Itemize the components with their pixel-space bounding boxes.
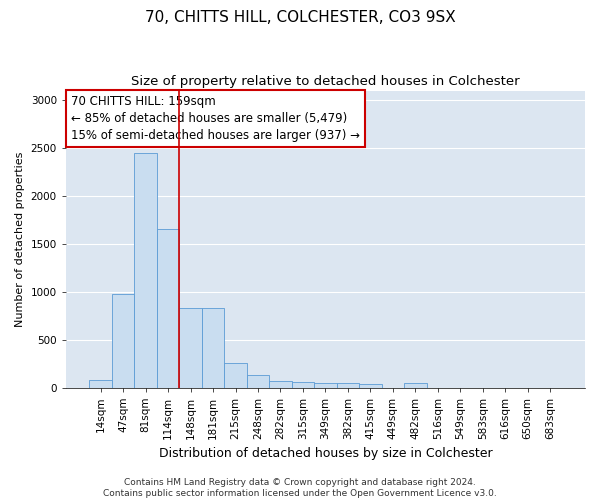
Bar [134,153,157,388]
Bar [89,380,112,388]
Bar [269,382,292,388]
Bar [224,363,247,388]
Title: Size of property relative to detached houses in Colchester: Size of property relative to detached ho… [131,75,520,88]
Y-axis label: Number of detached properties: Number of detached properties [15,152,25,326]
Bar [179,308,202,388]
Bar [314,382,337,388]
Bar [359,384,382,388]
Bar [202,308,224,388]
Bar [404,382,427,388]
Text: Contains HM Land Registry data © Crown copyright and database right 2024.
Contai: Contains HM Land Registry data © Crown c… [103,478,497,498]
X-axis label: Distribution of detached houses by size in Colchester: Distribution of detached houses by size … [158,447,492,460]
Bar [112,294,134,388]
Bar [247,375,269,388]
Text: 70 CHITTS HILL: 159sqm
← 85% of detached houses are smaller (5,479)
15% of semi-: 70 CHITTS HILL: 159sqm ← 85% of detached… [71,95,360,142]
Bar [157,230,179,388]
Text: 70, CHITTS HILL, COLCHESTER, CO3 9SX: 70, CHITTS HILL, COLCHESTER, CO3 9SX [145,10,455,25]
Bar [337,383,359,388]
Bar [292,382,314,388]
